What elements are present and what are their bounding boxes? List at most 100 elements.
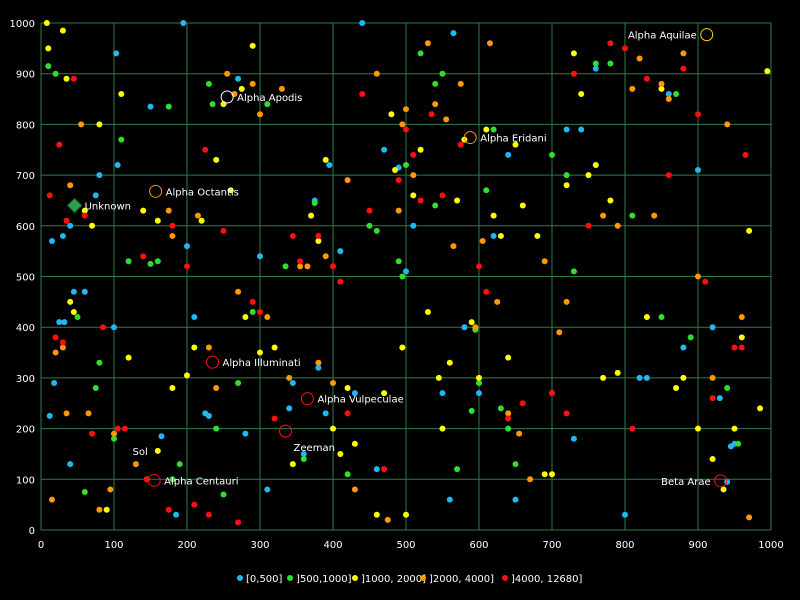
data-point — [695, 273, 701, 280]
data-point — [410, 192, 417, 199]
y-tick-label: 1000 — [10, 19, 35, 30]
data-point — [169, 476, 176, 483]
data-point — [512, 141, 519, 148]
y-tick-label: 700 — [16, 171, 35, 182]
data-point — [570, 50, 577, 57]
data-point — [622, 45, 628, 52]
data-points — [43, 20, 771, 526]
data-point — [165, 103, 172, 110]
data-point — [702, 278, 709, 285]
data-point — [724, 385, 731, 392]
data-point — [600, 374, 607, 381]
data-point — [403, 161, 409, 168]
data-point — [716, 395, 723, 402]
data-point — [118, 90, 125, 97]
unknown-marker — [66, 197, 83, 214]
data-point — [46, 192, 53, 199]
data-point — [48, 238, 55, 245]
data-point — [738, 344, 745, 351]
data-point — [147, 103, 154, 110]
data-point — [410, 151, 417, 158]
y-tick-label: 400 — [16, 323, 35, 334]
data-point — [695, 425, 701, 432]
data-point — [81, 212, 88, 219]
data-point — [67, 298, 74, 305]
data-point — [121, 425, 128, 432]
data-point — [497, 405, 504, 412]
data-point — [731, 425, 738, 432]
data-point — [399, 344, 406, 351]
data-point — [424, 308, 431, 315]
data-point — [757, 405, 764, 412]
legend-marker — [502, 575, 508, 581]
data-point — [366, 207, 373, 214]
data-point — [673, 90, 680, 97]
data-point — [297, 263, 304, 270]
data-point — [505, 410, 512, 417]
data-point — [519, 202, 526, 209]
data-point — [257, 308, 263, 315]
data-point — [563, 182, 570, 189]
data-point — [563, 126, 570, 133]
data-point — [92, 192, 99, 199]
data-point — [59, 344, 66, 351]
data-point — [410, 222, 417, 229]
data-point — [289, 232, 296, 239]
data-point — [351, 486, 358, 493]
star-label: Unknown — [85, 202, 131, 213]
data-point — [140, 207, 147, 214]
data-point — [213, 156, 220, 163]
data-point — [351, 390, 358, 397]
data-point — [220, 227, 227, 234]
legend-marker — [352, 575, 358, 581]
data-point — [563, 410, 570, 417]
data-point — [89, 222, 96, 229]
data-point — [570, 268, 577, 275]
x-tick-label: 1000 — [758, 540, 783, 551]
data-point — [85, 410, 92, 417]
data-point — [56, 141, 63, 148]
data-point — [235, 75, 242, 82]
star-marker — [154, 447, 161, 454]
data-point — [439, 192, 446, 199]
data-point — [213, 385, 220, 392]
data-point — [45, 45, 52, 52]
data-point — [322, 253, 329, 260]
data-point — [158, 433, 165, 440]
data-point — [107, 486, 114, 493]
data-point — [96, 506, 103, 513]
data-point — [264, 314, 271, 321]
x-tick-label: 0 — [38, 540, 44, 551]
star-marker — [700, 28, 714, 42]
data-point — [165, 207, 172, 214]
data-point — [264, 101, 271, 108]
data-point — [541, 471, 548, 478]
star-marker — [149, 184, 163, 198]
star-marker — [220, 90, 234, 104]
data-point — [399, 121, 406, 128]
data-point — [490, 126, 497, 133]
x-tick-label: 200 — [177, 540, 196, 551]
legend-label: ]2000, 4000] — [429, 574, 494, 585]
data-point — [549, 471, 555, 478]
data-point — [519, 400, 526, 407]
data-point — [63, 217, 70, 224]
data-point — [680, 65, 687, 72]
star-label: Alpha Aquilae — [628, 31, 697, 42]
data-point — [738, 334, 745, 341]
data-point — [373, 70, 380, 77]
data-point — [695, 111, 701, 118]
x-tick-label: 800 — [615, 540, 634, 551]
data-point — [607, 40, 614, 47]
data-point — [297, 258, 304, 265]
y-tick-label: 900 — [16, 70, 35, 81]
data-point — [541, 258, 548, 265]
data-point — [113, 50, 120, 57]
star-label: Beta Arae — [661, 477, 710, 488]
data-point — [191, 344, 198, 351]
data-point — [289, 461, 296, 468]
data-point — [403, 126, 409, 133]
star-marker — [463, 131, 477, 145]
legend-marker — [237, 575, 243, 581]
